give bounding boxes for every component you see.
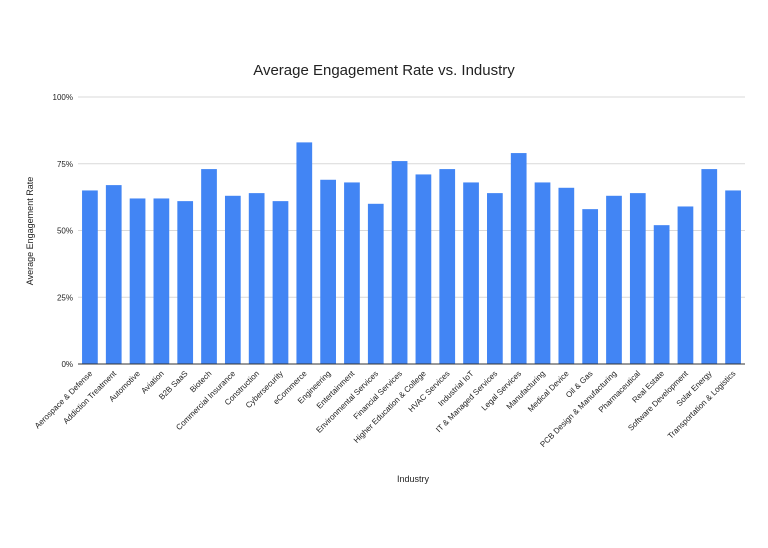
bar bbox=[606, 195, 622, 364]
bar bbox=[487, 193, 503, 364]
y-axis-label: Average Engagement Rate bbox=[25, 177, 35, 285]
bar bbox=[391, 161, 408, 364]
bar bbox=[105, 185, 122, 364]
y-tick-label: 100% bbox=[53, 93, 73, 102]
bar bbox=[725, 190, 741, 364]
bar bbox=[677, 206, 694, 364]
x-tick-label: Pharmaceutical bbox=[597, 369, 643, 415]
bar bbox=[296, 142, 313, 364]
bar bbox=[177, 201, 194, 364]
bar bbox=[653, 225, 670, 364]
bar bbox=[558, 187, 575, 364]
bar bbox=[629, 193, 646, 364]
bar bbox=[153, 198, 170, 364]
y-axis-ticks: 0% 25% 50% 75% 100% bbox=[53, 93, 73, 369]
bar bbox=[701, 169, 718, 364]
bar bbox=[582, 209, 599, 364]
bars bbox=[82, 142, 741, 364]
y-tick-label: 25% bbox=[57, 293, 73, 302]
bar bbox=[224, 195, 241, 364]
y-tick-label: 75% bbox=[57, 160, 73, 169]
bar bbox=[320, 179, 336, 364]
chart-title: Average Engagement Rate vs. Industry bbox=[253, 62, 515, 79]
bar bbox=[367, 203, 384, 364]
bar bbox=[129, 198, 146, 364]
y-tick-label: 50% bbox=[57, 227, 73, 236]
bar bbox=[82, 190, 98, 364]
y-tick-label: 0% bbox=[61, 360, 73, 369]
bar bbox=[248, 193, 265, 364]
bar bbox=[463, 182, 479, 364]
bar bbox=[510, 153, 527, 364]
bar bbox=[344, 182, 360, 364]
bar bbox=[534, 182, 551, 364]
bar bbox=[415, 174, 432, 364]
bar bbox=[201, 169, 217, 364]
x-axis-label: Industry bbox=[397, 474, 430, 484]
bar bbox=[439, 169, 456, 364]
bar bbox=[272, 201, 289, 364]
